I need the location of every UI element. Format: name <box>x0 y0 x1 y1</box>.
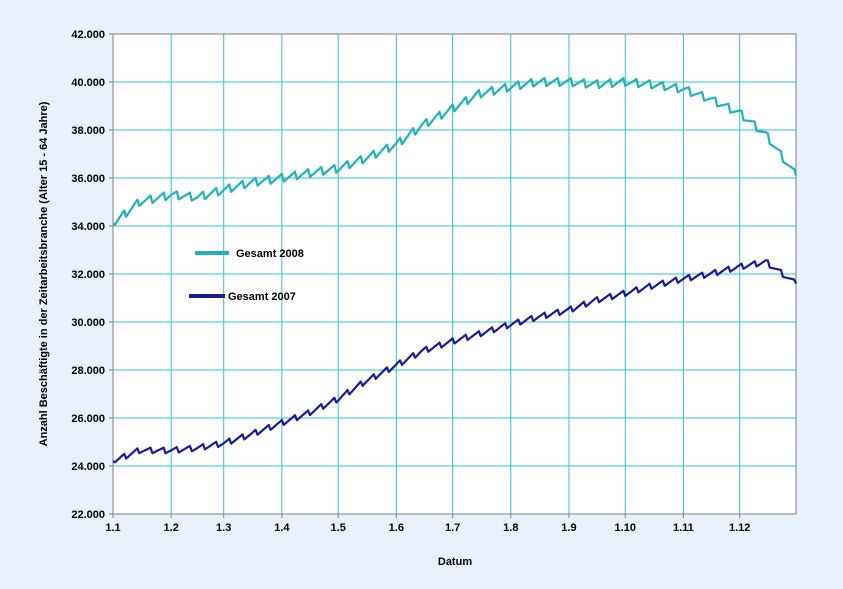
y-tick-label: 42.000 <box>71 29 105 41</box>
y-tick-label: 38.000 <box>71 125 105 137</box>
x-tick-label: 1.9 <box>561 522 576 534</box>
y-axis-label: Anzahl Beschäftigte in der Zeitarbeitsbr… <box>38 101 50 446</box>
y-tick-label: 22.000 <box>71 509 105 521</box>
x-tick-label: 1.7 <box>445 522 460 534</box>
x-axis-ticks: 1.1 1.2 1.3 1.4 1.5 1.6 1.7 1.8 1.9 1.10 1.11 1.12 <box>105 514 750 534</box>
y-tick-label: 32.000 <box>71 269 105 281</box>
x-tick-label: 1.1 <box>105 522 120 534</box>
y-tick-label: 24.000 <box>71 461 105 473</box>
y-tick-label: 26.000 <box>71 413 105 425</box>
legend: Gesamt 2008 Gesamt 2007 <box>189 248 304 303</box>
y-tick-label: 36.000 <box>71 173 105 185</box>
x-tick-label: 1.12 <box>729 522 750 534</box>
y-tick-label: 34.000 <box>71 221 105 233</box>
x-tick-label: 1.8 <box>503 522 518 534</box>
y-tick-label: 40.000 <box>71 77 105 89</box>
y-axis-ticks: 22.000 24.000 26.000 28.000 30.000 32.000 34.0… <box>71 29 113 521</box>
y-tick-label: 28.000 <box>71 365 105 377</box>
x-tick-label: 1.3 <box>216 522 231 534</box>
x-tick-label: 1.5 <box>331 522 346 534</box>
x-tick-label: 1.11 <box>673 522 694 534</box>
x-axis-label: Datum <box>438 556 472 568</box>
x-tick-label: 1.10 <box>615 522 636 534</box>
gridlines <box>113 34 796 514</box>
legend-label-2007: Gesamt 2007 <box>228 291 296 303</box>
x-tick-label: 1.6 <box>389 522 404 534</box>
legend-label-2008: Gesamt 2008 <box>236 248 304 260</box>
x-tick-label: 1.4 <box>274 522 290 534</box>
series-line-2008 <box>112 76 798 226</box>
x-tick-label: 1.2 <box>164 522 179 534</box>
y-tick-label: 30.000 <box>71 317 105 329</box>
series-line-2007 <box>112 259 797 464</box>
series-lines <box>112 76 798 464</box>
